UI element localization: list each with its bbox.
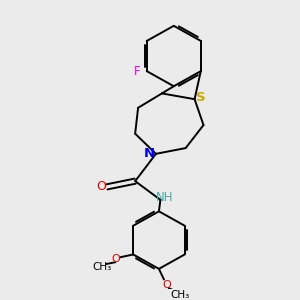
- Text: O: O: [97, 180, 106, 193]
- Text: CH₃: CH₃: [92, 262, 112, 272]
- Text: CH₃: CH₃: [170, 290, 189, 300]
- Text: O: O: [111, 254, 120, 264]
- Text: NH: NH: [156, 191, 174, 204]
- Text: S: S: [196, 91, 206, 104]
- Text: O: O: [162, 280, 171, 290]
- Text: N: N: [144, 147, 155, 160]
- Text: F: F: [134, 64, 141, 78]
